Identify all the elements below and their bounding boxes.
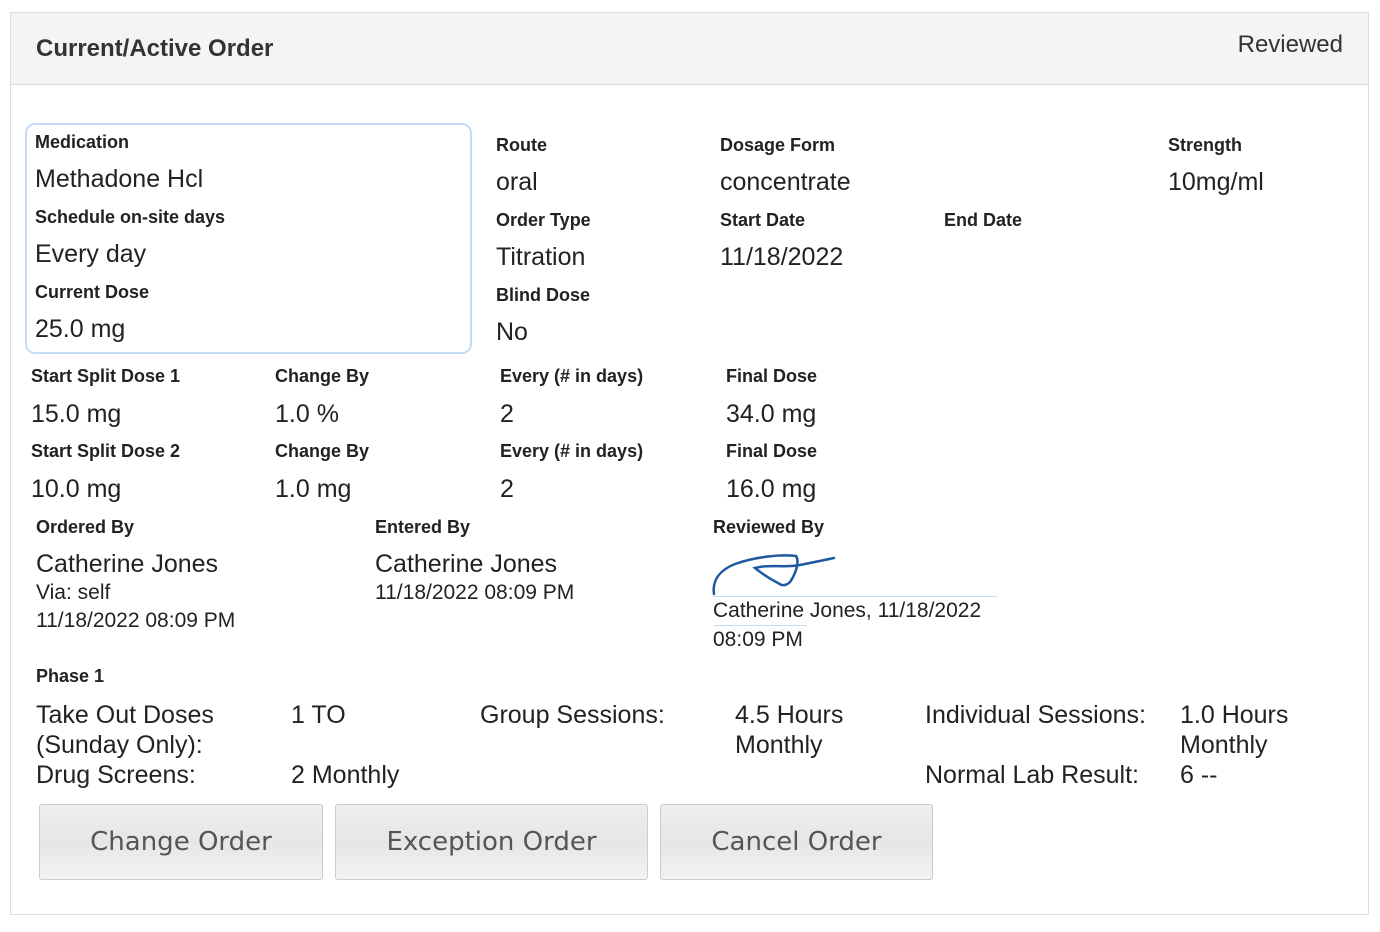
normal-lab-value: 6 -- <box>1180 761 1218 789</box>
ordered-by-name: Catherine Jones <box>36 550 219 578</box>
individual-sessions-label: Individual Sessions: <box>925 701 1146 729</box>
medication-label: Medication <box>35 132 130 152</box>
split2-change-label: Change By <box>275 441 370 461</box>
signature-line <box>713 596 997 597</box>
dosage-form-label: Dosage Form <box>720 135 836 155</box>
ordered-by-via: Via: self <box>36 581 111 604</box>
blind-dose-label: Blind Dose <box>496 285 591 305</box>
start-date-label: Start Date <box>720 210 806 230</box>
start-date-value: 11/18/2022 <box>720 243 844 271</box>
split1-every-label: Every (# in days) <box>500 366 644 386</box>
status-label: Reviewed <box>1237 31 1343 58</box>
panel-title: Current/Active Order <box>36 35 274 62</box>
strength-value: 10mg/ml <box>1168 168 1264 196</box>
medication-value: Methadone Hcl <box>35 165 204 193</box>
schedule-label: Schedule on-site days <box>35 207 226 227</box>
entered-by-label: Entered By <box>375 517 471 537</box>
split2-start-value: 10.0 mg <box>31 475 122 503</box>
panel-header: Current/Active Order Reviewed <box>11 13 1368 85</box>
dosage-form-value: concentrate <box>720 168 851 196</box>
split2-every-label: Every (# in days) <box>500 441 644 461</box>
change-order-button[interactable]: Change Order <box>39 804 323 880</box>
split2-every-value: 2 <box>500 475 514 503</box>
split1-start-label: Start Split Dose 1 <box>31 366 181 386</box>
entered-by-time: 11/18/2022 08:09 PM <box>375 581 575 604</box>
schedule-value: Every day <box>35 240 147 268</box>
split2-start-label: Start Split Dose 2 <box>31 441 181 461</box>
current-dose-label: Current Dose <box>35 282 150 302</box>
individual-sessions-value: 1.0 Hours Monthly <box>1180 701 1289 759</box>
ordered-by-time: 11/18/2022 08:09 PM <box>36 609 236 632</box>
blind-dose-value: No <box>496 318 528 346</box>
normal-lab-label: Normal Lab Result: <box>925 761 1139 789</box>
current-order-panel: Current/Active Order Reviewed <box>10 12 1369 915</box>
drug-screens-label: Drug Screens: <box>36 761 196 789</box>
route-label: Route <box>496 135 547 155</box>
phase-title: Phase 1 <box>36 666 105 686</box>
split2-final-label: Final Dose <box>726 441 818 461</box>
group-sessions-label: Group Sessions: <box>480 701 665 729</box>
split1-final-label: Final Dose <box>726 366 818 386</box>
split1-start-value: 15.0 mg <box>31 400 122 428</box>
split2-change-value: 1.0 mg <box>275 475 352 503</box>
ordered-by-label: Ordered By <box>36 517 135 537</box>
signature-underline <box>713 625 807 626</box>
take-out-label: Take Out Doses (Sunday Only): <box>36 701 214 759</box>
entered-by-name: Catherine Jones <box>375 550 558 578</box>
split2-final-value: 16.0 mg <box>726 475 817 503</box>
group-sessions-value: 4.5 Hours Monthly <box>735 701 844 759</box>
exception-order-button[interactable]: Exception Order <box>335 804 648 880</box>
strength-label: Strength <box>1168 135 1242 155</box>
end-date-label: End Date <box>944 210 1023 230</box>
drug-screens-value: 2 Monthly <box>291 761 400 789</box>
order-type-label: Order Type <box>496 210 591 230</box>
route-value: oral <box>496 168 538 196</box>
signature-image <box>712 554 836 596</box>
split1-every-value: 2 <box>500 400 514 428</box>
split1-change-label: Change By <box>275 366 370 386</box>
medication-box <box>25 123 472 354</box>
cancel-order-button[interactable]: Cancel Order <box>660 804 933 880</box>
take-out-value: 1 TO <box>291 701 346 729</box>
reviewed-by-label: Reviewed By <box>713 517 825 537</box>
split1-change-value: 1.0 % <box>275 400 339 428</box>
reviewed-by-line1: Catherine Jones, 11/18/2022 <box>713 599 982 622</box>
order-type-value: Titration <box>496 243 586 271</box>
split1-final-value: 34.0 mg <box>726 400 817 428</box>
current-dose-value: 25.0 mg <box>35 315 126 343</box>
reviewed-by-line2: 08:09 PM <box>713 628 803 651</box>
